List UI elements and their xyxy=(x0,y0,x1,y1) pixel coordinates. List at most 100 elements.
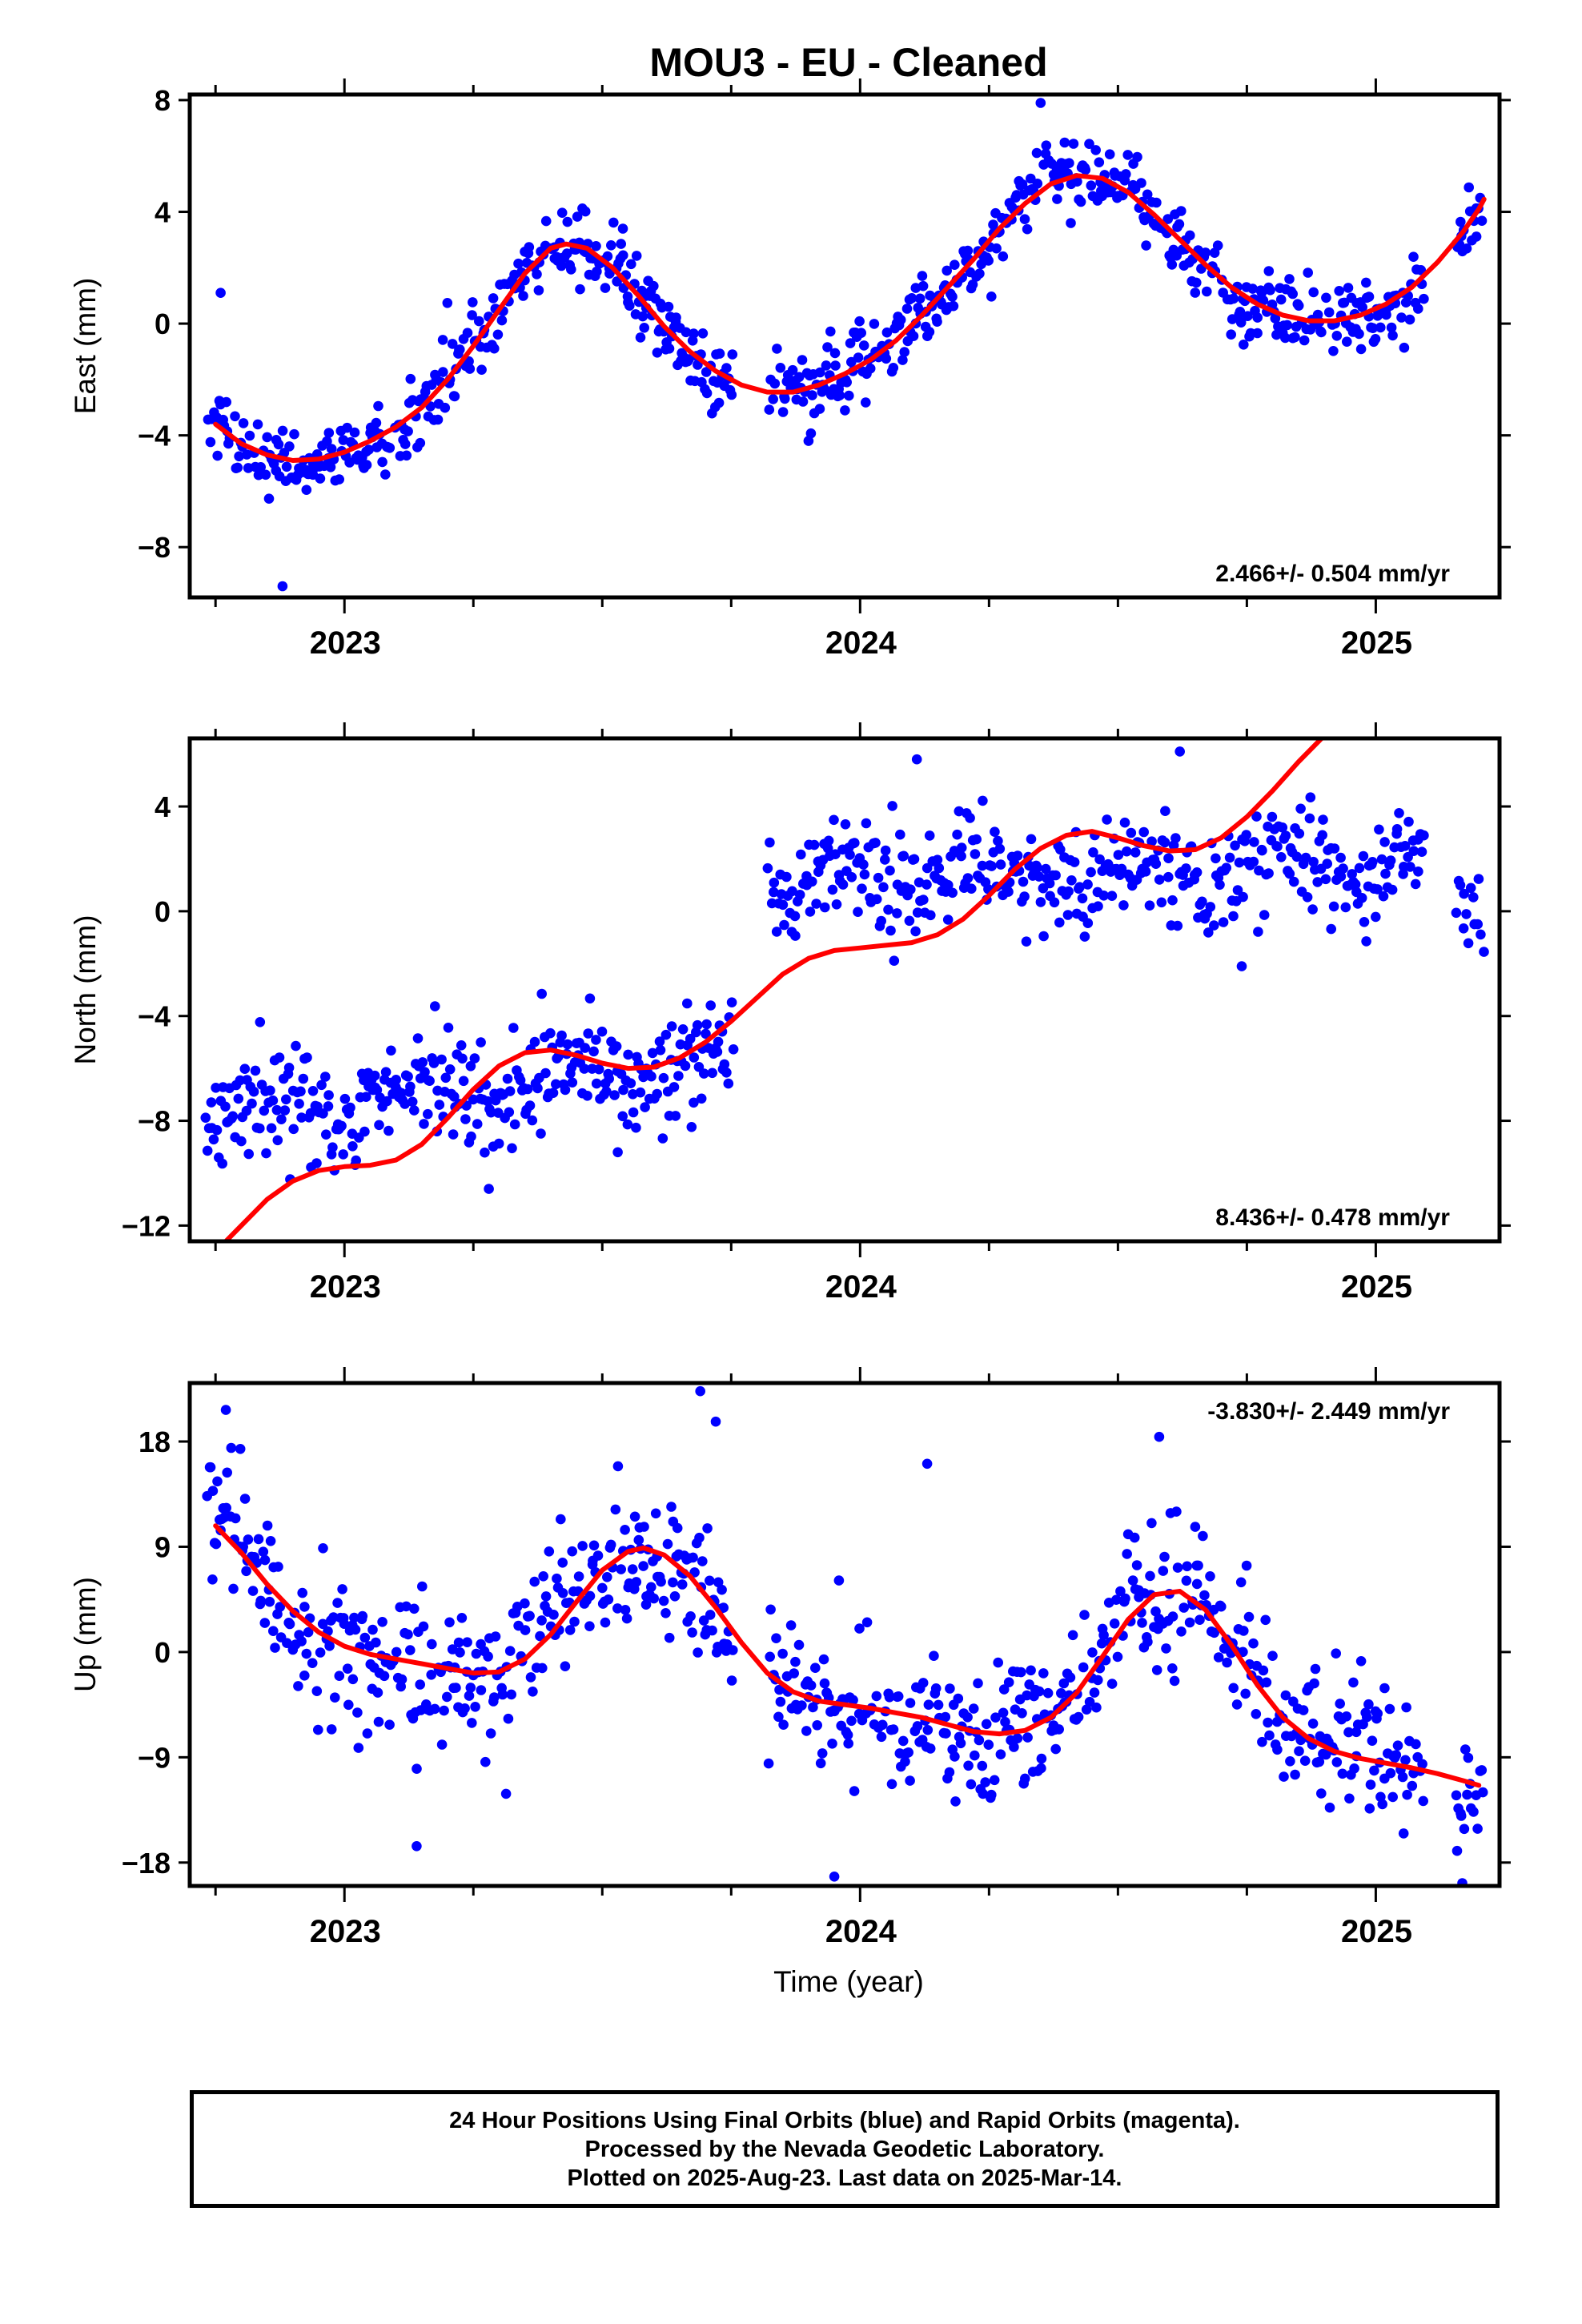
north-data-point xyxy=(591,1078,602,1089)
north-data-point xyxy=(458,1076,469,1087)
north-data-point xyxy=(805,907,816,917)
east-data-points xyxy=(203,98,1488,592)
north-data-point xyxy=(1232,885,1243,895)
north-data-point xyxy=(631,1122,641,1133)
east-data-point xyxy=(289,428,299,440)
east-data-point xyxy=(580,206,591,217)
north-data-point xyxy=(1093,901,1103,911)
north-data-point xyxy=(1003,887,1014,897)
up-data-point xyxy=(963,1760,974,1771)
up-data-point xyxy=(1127,1575,1138,1586)
north-data-point xyxy=(1335,852,1346,863)
north-x-tick-label: 2024 xyxy=(825,1269,897,1305)
up-data-point xyxy=(1231,1699,1243,1710)
east-data-point xyxy=(592,266,602,277)
north-data-point xyxy=(323,1101,334,1112)
footer-notes: 24 Hour Positions Using Final Orbits (bl… xyxy=(190,2090,1500,2208)
east-data-point xyxy=(869,319,880,329)
north-data-point xyxy=(236,1136,247,1147)
north-data-point xyxy=(822,843,833,854)
east-data-point xyxy=(1151,197,1162,208)
up-data-point xyxy=(1476,1765,1488,1775)
east-data-point xyxy=(991,243,1002,254)
east-data-point xyxy=(1293,300,1304,312)
east-data-point xyxy=(232,462,243,473)
up-data-point xyxy=(790,1656,801,1667)
up-data-point xyxy=(1298,1705,1309,1715)
north-data-point xyxy=(580,1043,590,1053)
east-data-point xyxy=(671,312,681,323)
up-y-axis-label: Up (mm) xyxy=(69,1577,102,1692)
up-data-point xyxy=(771,1633,781,1643)
east-data-point xyxy=(455,344,465,355)
north-data-point xyxy=(827,884,838,895)
north-data-point xyxy=(1398,869,1408,879)
north-data-point xyxy=(1116,863,1127,875)
up-data-point xyxy=(372,1687,383,1698)
north-data-point xyxy=(1035,897,1046,907)
north-data-point xyxy=(910,926,921,937)
north-data-point xyxy=(1455,880,1466,891)
north-data-point xyxy=(424,1076,435,1086)
east-data-point xyxy=(1299,335,1310,346)
east-data-point xyxy=(234,451,244,462)
up-data-point xyxy=(808,1702,818,1713)
east-data-point xyxy=(405,373,416,384)
up-data-point xyxy=(350,1624,361,1635)
north-data-point xyxy=(1050,870,1061,881)
east-data-point xyxy=(797,396,809,407)
north-data-point xyxy=(361,1092,371,1102)
up-data-point xyxy=(1000,1716,1010,1727)
up-data-point xyxy=(661,1608,671,1618)
up-data-point xyxy=(567,1546,577,1557)
north-data-point xyxy=(876,915,886,927)
up-data-point xyxy=(220,1405,231,1415)
east-data-point xyxy=(600,283,611,293)
up-data-point xyxy=(497,1689,508,1700)
up-data-point xyxy=(1239,1626,1249,1636)
north-data-point xyxy=(986,861,997,871)
up-plot-frame xyxy=(187,1381,1502,1888)
north-data-point xyxy=(779,919,789,931)
east-data-point xyxy=(998,251,1009,262)
up-data-point xyxy=(1190,1522,1201,1532)
east-data-point xyxy=(1280,332,1291,344)
up-data-point xyxy=(557,1588,568,1598)
north-data-point xyxy=(466,1131,476,1142)
north-data-point xyxy=(601,1086,612,1097)
up-data-point xyxy=(1398,1828,1409,1839)
up-data-point xyxy=(1290,1769,1300,1780)
east-data-point xyxy=(854,316,865,327)
north-y-tick-label: −12 xyxy=(122,1209,171,1242)
north-data-point xyxy=(1326,923,1336,935)
up-data-point xyxy=(697,1556,708,1566)
up-data-point xyxy=(983,1739,994,1750)
up-data-point xyxy=(520,1625,531,1635)
north-data-point xyxy=(1410,879,1421,890)
east-data-point xyxy=(301,485,312,495)
north-data-point xyxy=(1317,830,1327,841)
north-data-point xyxy=(200,1112,211,1123)
up-data-point xyxy=(1054,1724,1064,1735)
north-data-point xyxy=(954,806,965,817)
up-data-point xyxy=(1257,1736,1267,1747)
east-data-point xyxy=(1185,230,1195,241)
east-data-point xyxy=(1321,292,1331,304)
up-data-point xyxy=(1169,1675,1180,1687)
up-data-point xyxy=(602,1572,612,1582)
east-data-point xyxy=(1202,286,1212,297)
north-data-point xyxy=(859,869,870,880)
north-data-point xyxy=(1211,853,1221,864)
east-data-point xyxy=(371,417,382,428)
up-data-point xyxy=(912,1721,923,1731)
up-data-point xyxy=(311,1686,323,1696)
north-data-point xyxy=(243,1148,255,1160)
north-data-point xyxy=(1038,931,1049,942)
north-data-point xyxy=(898,850,909,862)
north-data-point xyxy=(978,795,988,806)
up-data-point xyxy=(944,1767,955,1778)
up-data-point xyxy=(925,1743,936,1754)
east-data-point xyxy=(797,355,808,365)
north-data-point xyxy=(787,886,797,897)
north-data-point xyxy=(765,837,775,848)
